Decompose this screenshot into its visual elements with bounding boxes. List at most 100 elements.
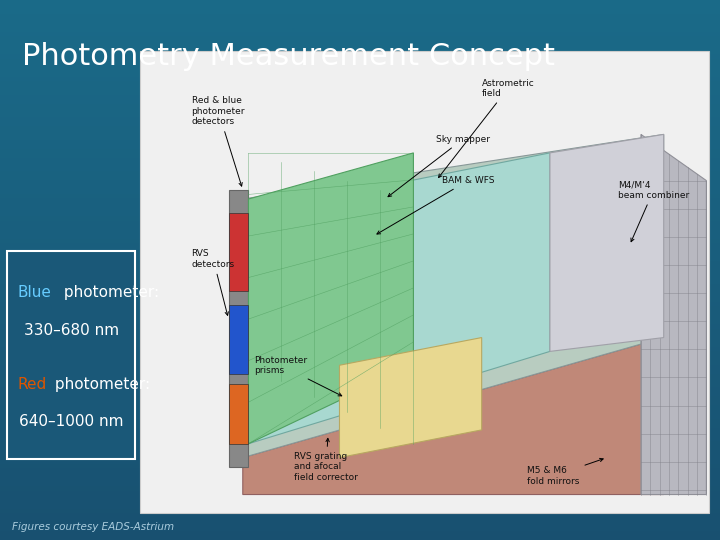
Bar <box>0 486 720 491</box>
Bar <box>0 247 720 253</box>
Bar <box>0 279 720 285</box>
Bar <box>0 436 720 442</box>
Bar <box>0 252 720 258</box>
Bar <box>0 180 720 186</box>
Bar <box>0 463 720 469</box>
Text: photometer:: photometer: <box>50 377 150 392</box>
Bar <box>0 23 720 28</box>
Bar <box>0 216 720 221</box>
Bar <box>0 306 720 312</box>
Text: M4/M‘4
beam combiner: M4/M‘4 beam combiner <box>618 180 690 242</box>
Bar <box>0 230 720 235</box>
Text: Red: Red <box>17 377 47 392</box>
Polygon shape <box>228 190 248 467</box>
Text: Sky mapper: Sky mapper <box>388 134 490 197</box>
Polygon shape <box>228 305 248 375</box>
Bar <box>140 51 709 513</box>
Bar <box>0 40 720 46</box>
Bar <box>0 185 720 190</box>
Bar <box>0 94 720 100</box>
Polygon shape <box>228 213 248 292</box>
Bar <box>0 446 720 451</box>
Bar <box>0 297 720 302</box>
Bar <box>0 409 720 415</box>
Bar <box>0 509 720 514</box>
Bar <box>0 148 720 154</box>
Bar <box>0 536 720 540</box>
Bar <box>0 477 720 483</box>
Bar <box>0 18 720 24</box>
Bar <box>0 418 720 424</box>
Bar <box>0 122 720 127</box>
Bar <box>0 112 720 118</box>
Text: 330–680 nm: 330–680 nm <box>24 322 119 338</box>
Bar <box>0 189 720 194</box>
Bar <box>0 243 720 248</box>
Polygon shape <box>641 134 706 495</box>
Bar <box>0 158 720 163</box>
Bar <box>0 504 720 510</box>
Text: Blue: Blue <box>17 285 51 300</box>
Bar <box>0 117 720 123</box>
Bar <box>0 166 720 172</box>
Bar <box>0 239 720 244</box>
Bar <box>0 490 720 496</box>
Bar <box>0 256 720 262</box>
Bar <box>7 251 135 459</box>
Text: photometer:: photometer: <box>59 285 159 300</box>
Bar <box>0 347 720 352</box>
Bar <box>0 414 720 420</box>
Bar <box>0 198 720 204</box>
Bar <box>0 171 720 177</box>
Polygon shape <box>243 134 664 457</box>
Bar <box>0 68 720 73</box>
Bar <box>0 31 720 37</box>
Bar <box>0 284 720 289</box>
Bar <box>0 455 720 460</box>
Bar <box>0 193 720 199</box>
Text: Red & blue
photometer
detectors: Red & blue photometer detectors <box>192 97 245 186</box>
Bar <box>0 324 720 329</box>
Bar <box>0 315 720 321</box>
Bar <box>0 301 720 307</box>
Bar <box>0 531 720 537</box>
Bar <box>0 144 720 150</box>
Bar <box>0 135 720 140</box>
Bar <box>0 374 720 379</box>
Polygon shape <box>243 338 664 495</box>
Bar <box>0 27 720 32</box>
Bar <box>0 54 720 59</box>
Bar <box>0 212 720 217</box>
Bar <box>0 450 720 456</box>
Bar <box>0 522 720 528</box>
Bar <box>0 392 720 397</box>
Text: 640–1000 nm: 640–1000 nm <box>19 414 124 429</box>
Bar <box>0 320 720 325</box>
Bar <box>0 220 720 226</box>
Bar <box>0 72 720 78</box>
Bar <box>0 472 720 478</box>
Polygon shape <box>248 153 413 444</box>
Bar <box>0 526 720 532</box>
Bar <box>0 104 720 109</box>
Bar <box>0 387 720 393</box>
Bar <box>0 500 720 505</box>
Bar <box>0 266 720 271</box>
Bar <box>0 351 720 356</box>
Bar <box>0 441 720 447</box>
Bar <box>0 207 720 213</box>
Bar <box>0 14 720 19</box>
Bar <box>0 63 720 69</box>
Bar <box>0 176 720 181</box>
Bar <box>0 288 720 294</box>
Text: Figures courtesy EADS-Astrium: Figures courtesy EADS-Astrium <box>12 522 174 532</box>
Bar <box>0 202 720 208</box>
Bar <box>0 338 720 343</box>
Bar <box>0 45 720 51</box>
Bar <box>0 0 720 5</box>
Text: Photometry Measurement Concept: Photometry Measurement Concept <box>22 42 555 71</box>
Bar <box>0 90 720 96</box>
Bar <box>0 81 720 86</box>
Bar <box>0 432 720 437</box>
Bar <box>0 328 720 334</box>
